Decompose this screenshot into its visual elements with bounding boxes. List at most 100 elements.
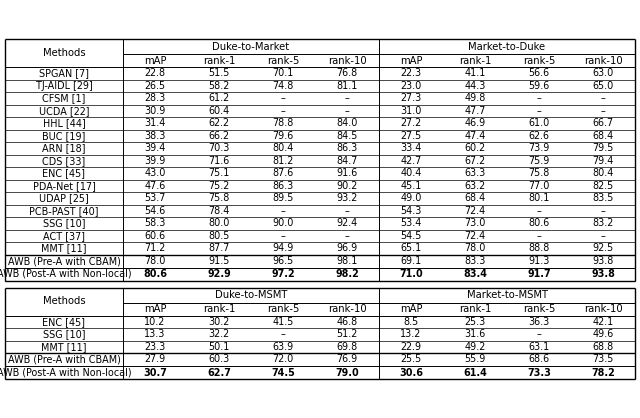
Text: 46.9: 46.9 [465, 118, 486, 128]
Text: 87.7: 87.7 [208, 243, 230, 253]
Text: 82.5: 82.5 [593, 181, 614, 191]
Text: 71.6: 71.6 [209, 156, 230, 166]
Text: 83.5: 83.5 [592, 193, 614, 203]
Text: 72.0: 72.0 [273, 354, 294, 364]
Text: 65.1: 65.1 [401, 243, 422, 253]
Text: 84.7: 84.7 [336, 156, 358, 166]
Text: AWB (Post-A with Non-local): AWB (Post-A with Non-local) [0, 367, 131, 377]
Text: TJ-AIDL [29]: TJ-AIDL [29] [36, 81, 92, 91]
Text: 51.5: 51.5 [208, 68, 230, 78]
Text: 39.4: 39.4 [144, 143, 166, 153]
Text: 27.5: 27.5 [401, 131, 422, 141]
Text: 66.2: 66.2 [209, 131, 230, 141]
Text: 31.0: 31.0 [400, 106, 422, 116]
Text: mAP: mAP [144, 56, 166, 66]
Text: 92.5: 92.5 [593, 243, 614, 253]
Text: 31.4: 31.4 [144, 118, 166, 128]
Text: rank-1: rank-1 [203, 56, 235, 66]
Text: 40.4: 40.4 [400, 168, 422, 178]
Text: 58.3: 58.3 [144, 218, 166, 228]
Text: –: – [600, 106, 605, 116]
Text: 98.1: 98.1 [336, 256, 358, 266]
Text: –: – [536, 231, 541, 241]
Text: 23.3: 23.3 [145, 342, 166, 352]
Text: 59.6: 59.6 [529, 81, 550, 91]
Text: 88.8: 88.8 [528, 243, 550, 253]
Text: UDAP [25]: UDAP [25] [39, 193, 89, 203]
Text: 28.3: 28.3 [145, 93, 166, 103]
Text: 77.0: 77.0 [528, 181, 550, 191]
Text: 66.7: 66.7 [593, 118, 614, 128]
Text: 76.8: 76.8 [337, 68, 358, 78]
Text: 31.6: 31.6 [465, 329, 486, 339]
Text: 47.4: 47.4 [464, 131, 486, 141]
Text: 13.2: 13.2 [401, 329, 422, 339]
Text: 80.0: 80.0 [208, 218, 230, 228]
Text: –: – [536, 106, 541, 116]
Text: 58.2: 58.2 [209, 81, 230, 91]
Text: 41.5: 41.5 [272, 317, 294, 327]
Text: 74.5: 74.5 [271, 367, 295, 377]
Text: –: – [600, 231, 605, 241]
Text: 93.8: 93.8 [592, 256, 614, 266]
Text: –: – [280, 231, 285, 241]
Text: 8.5: 8.5 [403, 317, 419, 327]
Text: MMT [11]: MMT [11] [41, 243, 87, 253]
Text: 54.6: 54.6 [145, 206, 166, 216]
Text: 39.9: 39.9 [144, 156, 166, 166]
Text: 63.9: 63.9 [273, 342, 294, 352]
Text: 61.4: 61.4 [463, 367, 487, 377]
Text: 25.5: 25.5 [401, 354, 422, 364]
Text: 97.2: 97.2 [271, 269, 295, 279]
Text: 32.2: 32.2 [209, 329, 230, 339]
Text: 80.6: 80.6 [143, 269, 167, 279]
Text: 98.2: 98.2 [335, 269, 359, 279]
Text: Duke-to-MSMT: Duke-to-MSMT [215, 290, 287, 300]
Text: 75.8: 75.8 [528, 168, 550, 178]
Text: rank-5: rank-5 [267, 304, 299, 314]
Text: 44.3: 44.3 [464, 81, 486, 91]
Text: 33.4: 33.4 [400, 143, 422, 153]
Text: 86.3: 86.3 [273, 181, 294, 191]
Text: 92.4: 92.4 [337, 218, 358, 228]
Text: 76.9: 76.9 [337, 354, 358, 364]
Text: 47.6: 47.6 [145, 181, 166, 191]
Text: 74.8: 74.8 [272, 81, 294, 91]
Text: 30.9: 30.9 [144, 106, 166, 116]
Text: 47.7: 47.7 [464, 106, 486, 116]
Text: 91.6: 91.6 [337, 168, 358, 178]
Text: PCB-PAST [40]: PCB-PAST [40] [29, 206, 99, 216]
Text: –: – [536, 329, 541, 339]
Text: 22.9: 22.9 [401, 342, 422, 352]
Text: 23.0: 23.0 [401, 81, 422, 91]
Text: –: – [280, 93, 285, 103]
Text: 68.6: 68.6 [529, 354, 550, 364]
Text: Methods: Methods [43, 48, 85, 58]
Text: 80.1: 80.1 [528, 193, 550, 203]
Text: UCDA [22]: UCDA [22] [39, 106, 89, 116]
Text: 63.3: 63.3 [465, 168, 486, 178]
Text: 30.7: 30.7 [143, 367, 167, 377]
Text: 70.3: 70.3 [208, 143, 230, 153]
Text: 53.4: 53.4 [400, 218, 422, 228]
Text: 91.7: 91.7 [527, 269, 551, 279]
Text: 91.3: 91.3 [528, 256, 550, 266]
Text: 91.5: 91.5 [208, 256, 230, 266]
Text: rank-10: rank-10 [584, 304, 622, 314]
Text: 96.5: 96.5 [273, 256, 294, 266]
Text: 93.2: 93.2 [337, 193, 358, 203]
Text: 42.7: 42.7 [401, 156, 422, 166]
Text: rank-1: rank-1 [459, 56, 491, 66]
Text: 68.8: 68.8 [593, 342, 614, 352]
Text: 72.4: 72.4 [465, 206, 486, 216]
Text: –: – [536, 206, 541, 216]
Text: SSG [10]: SSG [10] [43, 329, 85, 339]
Text: –: – [344, 106, 349, 116]
Text: 60.2: 60.2 [465, 143, 486, 153]
Text: 22.8: 22.8 [145, 68, 166, 78]
Text: 30.2: 30.2 [209, 317, 230, 327]
Text: –: – [536, 93, 541, 103]
Text: 78.2: 78.2 [591, 367, 615, 377]
Text: 27.2: 27.2 [401, 118, 422, 128]
Text: mAP: mAP [400, 304, 422, 314]
